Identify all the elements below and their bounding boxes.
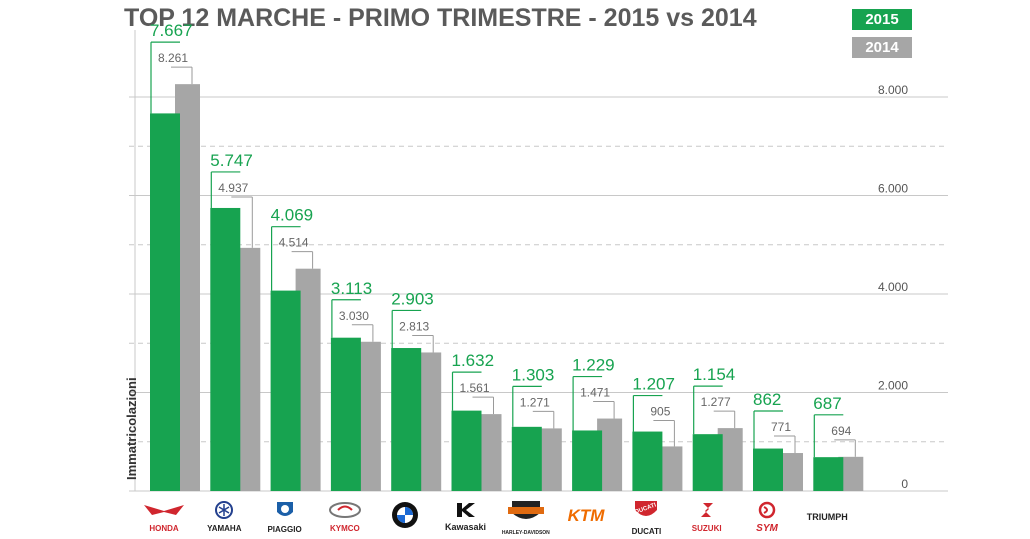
logo-triumph: TRIUMPH [799,500,855,534]
data-label-2014: 4.514 [279,236,309,250]
logo-label: SUZUKI [691,524,722,533]
data-label-2014: 1.471 [580,386,610,400]
data-label-2014: 1.561 [459,381,489,395]
legend-2015: 2015 [852,9,912,30]
data-label-2015: 3.113 [331,279,372,298]
bar-2015 [210,207,241,491]
data-label-2014: 2.813 [399,319,429,333]
y-axis-label: Immatricolazioni [124,377,139,480]
kymco-oval-icon [328,501,362,524]
data-label-2014: 3.030 [339,309,369,323]
bar-and-shield-icon [506,499,546,530]
y-tick-label: 6.000 [878,182,908,196]
y-tick-label: 4.000 [878,280,908,294]
logo-kawasaki: Kawasaki [438,500,494,534]
svg-text:KTM: KTM [568,506,606,524]
logo-sym: SYM [739,500,795,534]
ktm-wordmark-icon: KTM [564,506,608,529]
logo-label: TRIUMPH [806,511,848,522]
logo-ktm: KTM [558,500,614,534]
data-label-2015: 1.303 [512,365,555,384]
data-label-2015: 2.903 [391,289,434,308]
logo-suzuki: SUZUKI [679,500,735,534]
logo-label: YAMAHA [207,524,242,533]
bar-2015 [692,434,723,491]
data-label-2015: 687 [813,394,841,413]
logo-ducati: DUCATI DUCATI [618,498,674,536]
suzuki-s-icon [697,501,717,524]
bar-2015 [753,448,783,491]
logo-yamaha: YAMAHA [196,500,252,534]
data-label-2014: 905 [650,405,670,419]
logo-label: HONDA [149,524,179,533]
logo-harley: HARLEY-DAVIDSON [498,499,554,536]
bar-2015 [150,113,180,491]
data-label-2015: 1.632 [452,351,495,370]
sym-swirl-icon [756,501,778,524]
legend-2014: 2014 [852,37,912,58]
y-tick-label: 8.000 [878,83,908,97]
data-label-2015: 1.154 [693,365,736,384]
bar-2015 [632,431,663,491]
data-label-2015: 862 [753,390,781,409]
bar-2015 [813,457,844,491]
honda-wing-icon [142,501,186,524]
data-label-2015: 5.747 [210,151,253,170]
bar-2015 [511,426,542,491]
data-label-2015: 1.229 [572,356,615,375]
logo-label: Kawasaki [444,522,487,532]
data-label-2015: 7.667 [150,21,193,40]
bar-2015 [270,290,301,491]
logo-honda: HONDA [136,500,192,534]
logo-kymco: KYMCO [317,500,373,534]
logo-label: SYM [756,523,778,534]
bar-2015 [330,337,361,491]
data-label-2014: 1.271 [520,395,550,409]
data-label-2015: 4.069 [271,206,314,225]
y-tick-label: 0 [901,477,908,491]
piaggio-shield-icon [274,500,296,525]
data-label-2014: 1.277 [701,395,731,409]
logo-label: HARLEY-DAVIDSON [501,529,550,536]
y-tick-label: 2.000 [878,379,908,393]
bar-2015 [572,430,603,491]
logo-piaggio: PIAGGIO [257,500,313,534]
bar-2015 [451,410,482,491]
data-label-2015: 1.207 [632,375,675,394]
logo-label: DUCATI [631,527,662,536]
data-label-2014: 694 [831,424,851,438]
ducati-shield-icon: DUCATI [633,498,659,527]
chart-title: TOP 12 MARCHE - PRIMO TRIMESTRE - 2015 v… [124,4,757,32]
logo-bmw [377,500,433,534]
logo-label: PIAGGIO [267,525,302,534]
data-label-2014: 8.261 [158,51,188,65]
logo-label: KYMCO [330,524,360,533]
bar-2015 [391,348,422,491]
kawasaki-k-icon [455,502,477,523]
tuning-forks-icon [214,501,234,524]
data-label-2014: 4.937 [218,181,248,195]
bmw-roundel-icon [391,501,419,534]
data-label-2014: 771 [771,420,791,434]
